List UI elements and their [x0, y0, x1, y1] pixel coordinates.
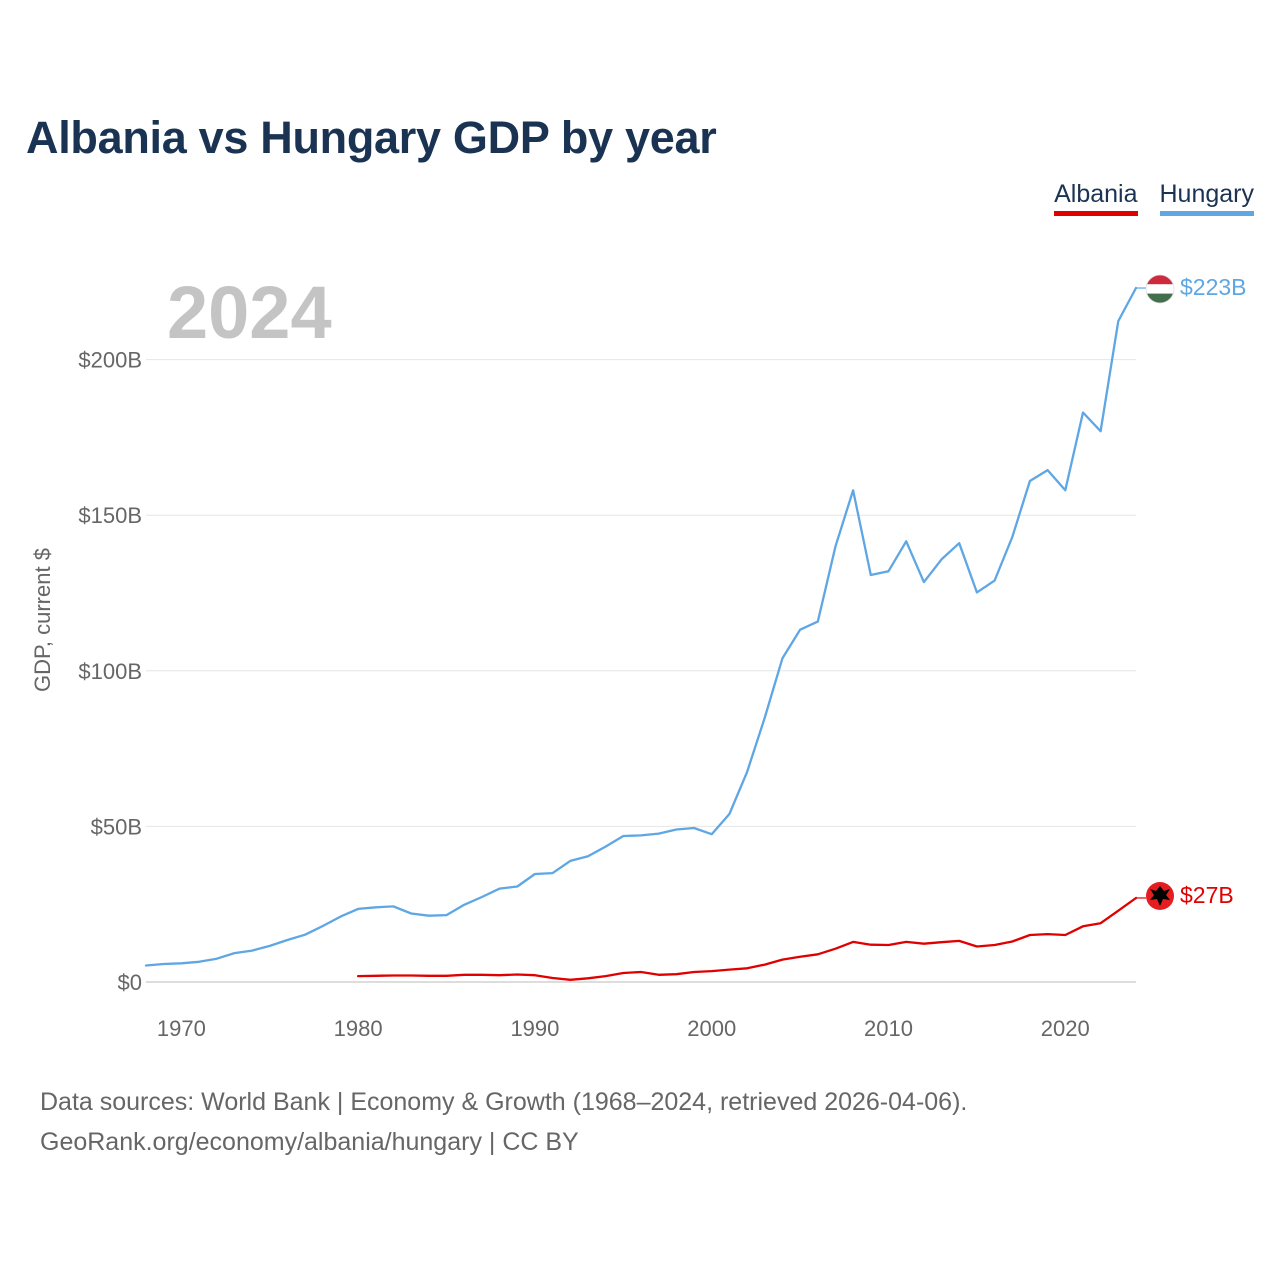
y-tick-label: $0 — [118, 970, 142, 995]
y-tick-label: $50B — [91, 814, 142, 839]
y-axis-label: GDP, current $ — [30, 548, 55, 692]
source-line-2: GeoRank.org/economy/albania/hungary | CC… — [40, 1128, 579, 1156]
end-label-hungary: $223B — [1180, 274, 1247, 300]
series-line-albania — [356, 896, 1138, 981]
x-tick-label: 2010 — [864, 1016, 913, 1041]
series-lines — [144, 286, 1146, 981]
x-tick-label: 1970 — [157, 1016, 206, 1041]
source-note: Data sources: World Bank | Economy & Gro… — [40, 1082, 967, 1162]
x-tick-label: 1980 — [334, 1016, 383, 1041]
x-tick-label: 2020 — [1041, 1016, 1090, 1041]
albania-flag-icon — [1146, 882, 1174, 910]
y-tick-label: $200B — [78, 348, 142, 373]
x-tick-label: 1990 — [510, 1016, 559, 1041]
legend: Albania Hungary — [1054, 180, 1254, 216]
hungary-flag-icon — [1146, 275, 1174, 303]
y-tick-label: $100B — [78, 659, 142, 684]
year-label: 2024 — [167, 271, 332, 354]
chart-title: Albania vs Hungary GDP by year — [26, 112, 717, 163]
x-axis-ticks: 1970 1980 1990 2000 2010 2020 — [157, 1016, 1090, 1041]
y-axis-ticks: $0 $50B $100B $150B $200B — [78, 348, 142, 995]
series-line-hungary — [144, 286, 1138, 967]
end-label-albania: $27B — [1180, 882, 1234, 908]
x-tick-label: 2000 — [687, 1016, 736, 1041]
source-line-1: Data sources: World Bank | Economy & Gro… — [40, 1088, 968, 1116]
grid-lines — [146, 359, 1136, 983]
y-tick-label: $150B — [78, 503, 142, 528]
legend-item-albania[interactable]: Albania — [1054, 180, 1138, 216]
legend-item-hungary[interactable]: Hungary — [1159, 180, 1254, 216]
